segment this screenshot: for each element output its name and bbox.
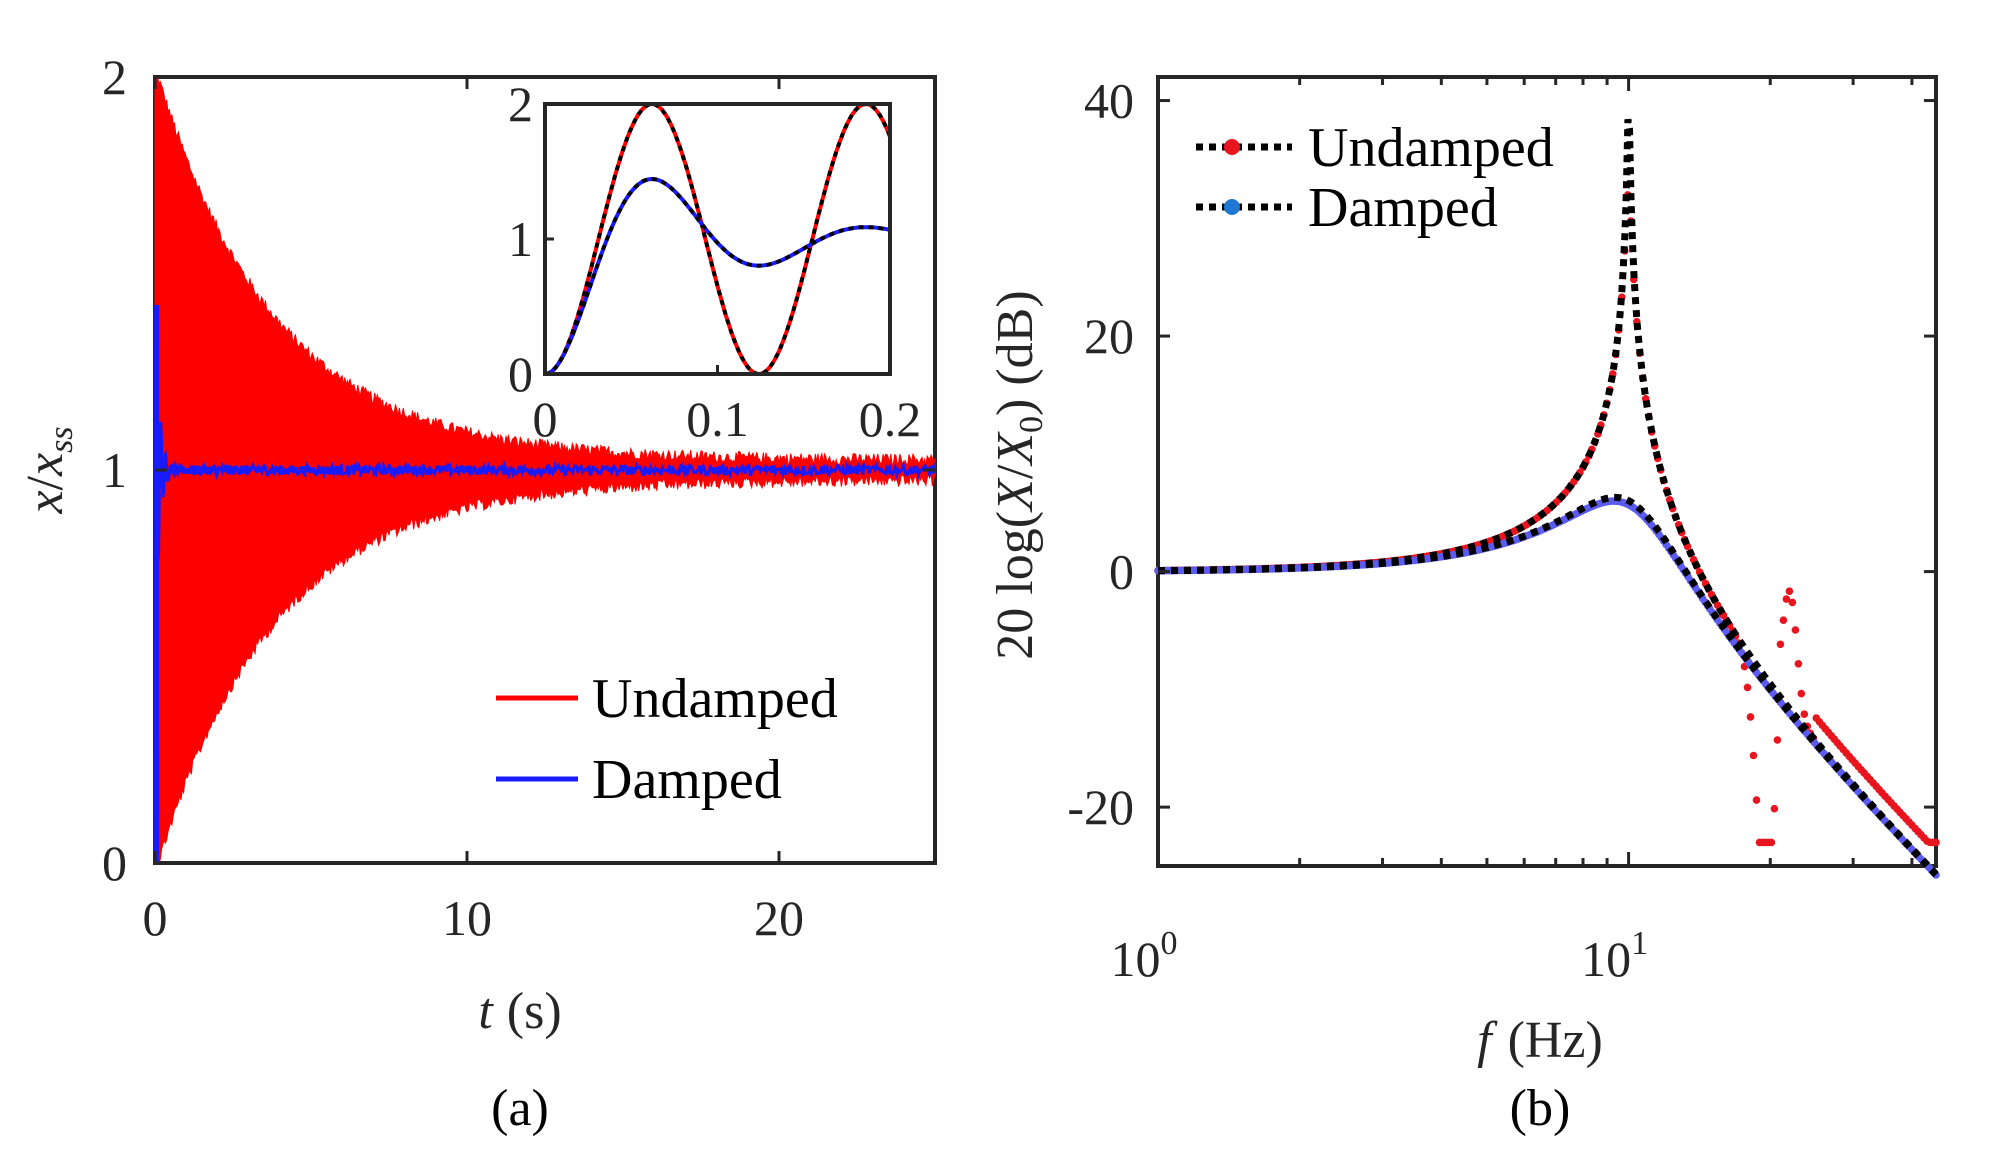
panel-a-x-tick-label: 0 bbox=[143, 890, 168, 946]
undamped-frf-point bbox=[1779, 616, 1788, 624]
panel-a-x-label-unit: (s) bbox=[507, 983, 562, 1040]
panel-b-x-label: f (Hz) bbox=[1477, 1012, 1603, 1069]
inset-y-tick-label: 2 bbox=[508, 76, 533, 132]
panel-b-legend: Undamped Damped bbox=[1196, 117, 1554, 239]
panel-b-x-tick-exp: 1 bbox=[1631, 925, 1648, 962]
panel-b-y-tick-label: -20 bbox=[1067, 779, 1134, 835]
undamped-frf-point bbox=[1767, 838, 1776, 847]
undamped-frf-point bbox=[1932, 838, 1940, 847]
panel-b-x-tick-label: 100 bbox=[1111, 925, 1178, 987]
panel-a-y-tick-label: 1 bbox=[102, 442, 127, 498]
panel-b-x-tick-label: 101 bbox=[1581, 925, 1648, 987]
panel-a: 0 10 20 012 t (s) x/xss (a) Undamped Damped… bbox=[17, 49, 937, 1137]
panel-b-y-tick-label: 0 bbox=[1109, 544, 1134, 600]
panel-a-inset: 0 0.1 0.2 0 1 2 bbox=[508, 76, 921, 447]
panel-a-y-label: x/xss bbox=[17, 426, 80, 514]
panel-b-y-label-suffix: ) (dB) bbox=[987, 290, 1044, 416]
inset-series-group bbox=[544, 101, 892, 377]
panel-b-y-label-x0-sub: 0 bbox=[1013, 416, 1050, 433]
panel-b-y-tick-label: 40 bbox=[1084, 73, 1134, 129]
undamped-frf-point bbox=[1773, 736, 1782, 744]
panel-b-x-label-var: f bbox=[1477, 1012, 1498, 1069]
inset-damped-fit bbox=[544, 176, 891, 376]
undamped-frf-point bbox=[1776, 640, 1785, 649]
undamped-frf-point bbox=[1800, 710, 1809, 718]
undamped-frf-fit bbox=[1158, 118, 1939, 877]
legend-damped-label: Damped bbox=[592, 749, 782, 811]
panel-b-x-label-unit: (Hz) bbox=[1508, 1012, 1603, 1069]
panel-a-x-tick-label: 10 bbox=[442, 890, 492, 946]
panel-a-y-label-var: x bbox=[17, 490, 74, 514]
panel-a-y-label-sep: / bbox=[17, 475, 74, 490]
legend-b-undamped-marker bbox=[1224, 139, 1240, 155]
legend-b-undamped-label: Undamped bbox=[1308, 117, 1554, 179]
panel-b-x-tick-base: 10 bbox=[1581, 931, 1631, 987]
undamped-frf-point bbox=[1788, 598, 1797, 607]
panel-a-caption: (a) bbox=[491, 1080, 549, 1137]
panel-a-y-tick-label: 2 bbox=[102, 49, 127, 105]
undamped-frf-point bbox=[1770, 804, 1779, 813]
undamped-frf-point bbox=[1752, 796, 1761, 804]
panel-a-legend: Undamped Damped bbox=[496, 668, 838, 811]
undamped-frf-point bbox=[1746, 713, 1755, 721]
legend-b-damped-marker bbox=[1224, 199, 1240, 215]
inset-background bbox=[545, 104, 890, 374]
panel-b-axes-box bbox=[1156, 75, 1938, 868]
undamped-frf-point bbox=[1791, 626, 1800, 634]
panel-a-x-label-var: t bbox=[478, 983, 494, 1040]
panel-a-y-ticks: 0 1 2 bbox=[102, 49, 935, 891]
undamped-frf-point bbox=[1743, 683, 1752, 692]
inset-y-tick-label: 0 bbox=[508, 346, 533, 402]
damped-frf-fit bbox=[1158, 493, 1939, 878]
undamped-frf-point bbox=[1782, 595, 1791, 603]
inset-x-tick-label: 0.2 bbox=[859, 391, 922, 447]
panel-a-y-label-den: x bbox=[17, 453, 74, 477]
panel-b-caption: (b) bbox=[1510, 1080, 1571, 1137]
legend-b-damped-label: Damped bbox=[1308, 177, 1498, 239]
panel-b-y-label: 20 log(X/X0) (dB) bbox=[987, 290, 1050, 659]
undamped-frf-point bbox=[1794, 660, 1803, 668]
inset-x-tick-label: 0.1 bbox=[686, 391, 749, 447]
undamped-frf-point bbox=[1797, 689, 1806, 698]
undamped-frf-point bbox=[1785, 587, 1794, 595]
panel-b-y-label-slash: / bbox=[987, 464, 1044, 479]
panel-a-y-tick-label: 0 bbox=[102, 835, 127, 891]
inset-undamped-fit bbox=[544, 101, 892, 377]
inset-x-tick-label: 0 bbox=[533, 391, 558, 447]
panel-a-x-label: t (s) bbox=[478, 983, 561, 1040]
panel-a-x-tick-label: 20 bbox=[754, 890, 804, 946]
panel-b-x-ticks: 100 101 bbox=[1111, 77, 1914, 987]
panel-b-y-tick-label: 20 bbox=[1084, 308, 1134, 364]
panel-a-series-group bbox=[153, 76, 937, 864]
panel-b-y-label-prefix: 20 log( bbox=[987, 511, 1044, 660]
panel-b-y-label-x0: X bbox=[987, 431, 1044, 467]
panel-b-y-label-x: X bbox=[987, 477, 1044, 513]
damped-response-trace bbox=[153, 308, 937, 859]
panel-a-x-ticks: 0 10 20 bbox=[143, 77, 804, 946]
inset-y-tick-label: 1 bbox=[508, 211, 533, 267]
panel-b-y-ticks: -20 0 20 40 bbox=[1067, 73, 1936, 835]
panel-b-series-group bbox=[1154, 118, 1940, 879]
inset-ticks: 0 0.1 0.2 0 1 2 bbox=[508, 76, 921, 447]
undamped-frf-point bbox=[1749, 751, 1758, 760]
panel-b-x-tick-exp: 0 bbox=[1161, 925, 1178, 962]
legend-undamped-label: Undamped bbox=[592, 668, 838, 730]
panel-a-y-label-sub: ss bbox=[43, 426, 80, 452]
panel-b-x-tick-base: 10 bbox=[1111, 931, 1161, 987]
